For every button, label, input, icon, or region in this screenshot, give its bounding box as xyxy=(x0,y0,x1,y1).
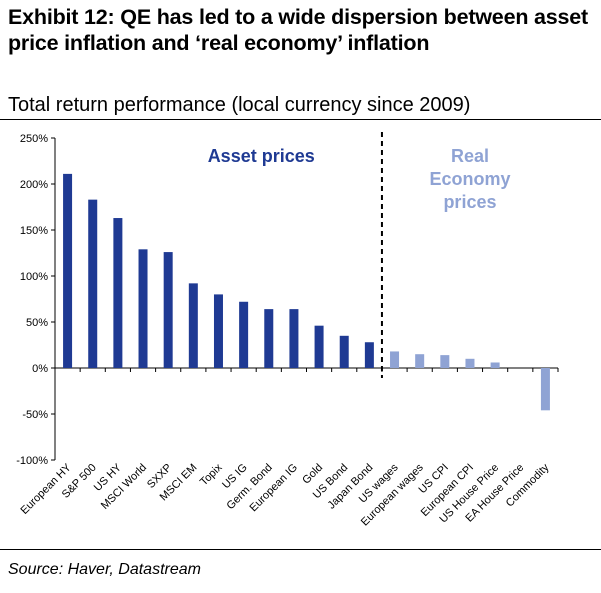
y-tick-label: 200% xyxy=(20,179,48,191)
bar xyxy=(88,199,98,368)
chart-subtitle: Total return performance (local currency… xyxy=(8,94,471,116)
bar xyxy=(540,368,550,411)
y-tick-label: 150% xyxy=(20,225,48,237)
asset-prices-label: Asset prices xyxy=(208,146,315,166)
bars xyxy=(63,173,550,411)
group-annotations: Asset prices Real Economy prices xyxy=(208,132,510,378)
bar xyxy=(440,355,450,368)
top-rule xyxy=(0,119,601,120)
bar xyxy=(339,335,349,368)
source-note: Source: Haver, Datastream xyxy=(8,561,201,578)
real-economy-prices-label: Real Economy prices xyxy=(429,146,510,212)
bar xyxy=(264,309,274,368)
bar xyxy=(314,325,324,368)
y-tick-label: 50% xyxy=(26,317,48,329)
bar xyxy=(138,249,148,368)
bar xyxy=(213,294,223,368)
bar xyxy=(490,362,500,368)
bar-chart: -100% -50% 0% 50% 100% 150% 200% 250% European … xyxy=(16,132,559,529)
bar xyxy=(390,351,400,368)
bottom-rule xyxy=(0,549,601,550)
bar xyxy=(239,301,249,368)
bar xyxy=(289,309,299,368)
y-tick-label: 100% xyxy=(20,271,48,283)
y-axis-ticks: -100% -50% 0% 50% 100% 150% 200% 250% xyxy=(16,133,55,467)
bar xyxy=(465,358,475,368)
y-tick-label: -50% xyxy=(22,409,48,421)
y-tick-label: 0% xyxy=(32,363,48,375)
y-tick-label: 250% xyxy=(20,133,48,145)
y-tick-label: -100% xyxy=(16,455,48,467)
bar xyxy=(415,354,425,368)
bar xyxy=(113,218,123,368)
bar xyxy=(163,252,173,368)
bar xyxy=(63,173,73,368)
bar xyxy=(364,342,374,368)
bar xyxy=(188,283,198,368)
chart-title: Exhibit 12: QE has led to a wide dispers… xyxy=(8,5,589,55)
